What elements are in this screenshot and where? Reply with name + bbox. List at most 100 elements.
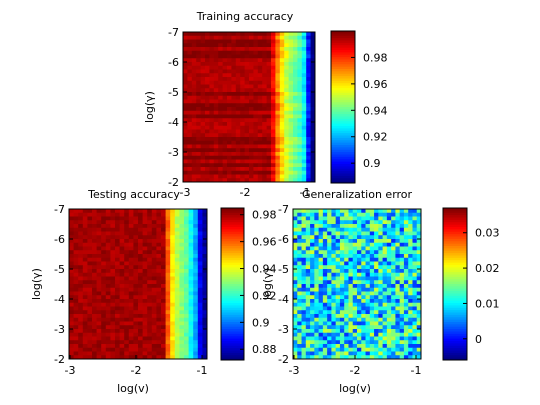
- heatmap-cell: [124, 250, 130, 255]
- heatmap-cell: [257, 155, 263, 160]
- heatmap-cell: [399, 216, 405, 221]
- heatmap-cell: [174, 254, 180, 259]
- heatmap-cell: [73, 317, 79, 322]
- heatmap-cell: [331, 257, 337, 262]
- heatmap-cell: [339, 239, 345, 244]
- heatmap-cell: [386, 310, 392, 315]
- heatmap-cell: [327, 265, 332, 270]
- heatmap-cell: [213, 62, 219, 67]
- heatmap-cell: [314, 257, 319, 262]
- heatmap-cell: [191, 118, 197, 123]
- heatmap-cell: [306, 170, 311, 175]
- heatmap-cell: [240, 80, 245, 85]
- heatmap-cell: [391, 216, 396, 221]
- heatmap-cell: [293, 242, 298, 247]
- heatmap-cell: [209, 137, 215, 142]
- heatmap-cell: [412, 336, 418, 341]
- heatmap-cell: [78, 254, 84, 259]
- heatmap-cell: [110, 265, 116, 270]
- heatmap-cell: [105, 287, 111, 292]
- heatmap-cell: [297, 155, 303, 160]
- heatmap-cell: [331, 336, 337, 341]
- heatmap-cell: [200, 54, 206, 59]
- heatmap-cells: [69, 209, 208, 360]
- colorbar-band: [221, 257, 244, 261]
- heatmap-cell: [179, 272, 185, 277]
- heatmap-cell: [174, 351, 180, 356]
- heatmap-cell: [257, 107, 263, 112]
- heatmap-cell: [119, 299, 125, 304]
- heatmap-cell: [209, 129, 215, 134]
- heatmap-cell: [92, 250, 97, 255]
- heatmap-cell: [115, 299, 120, 304]
- heatmap-cell: [301, 144, 307, 149]
- heatmap-cell: [165, 314, 171, 319]
- heatmap-cell: [416, 242, 422, 247]
- heatmap-cell: [227, 133, 232, 138]
- colorbar-band: [331, 149, 355, 153]
- heatmap-cell: [297, 302, 302, 307]
- heatmap-cell: [322, 284, 328, 289]
- heatmap-cell: [188, 280, 194, 285]
- heatmap-cell: [156, 291, 162, 296]
- heatmap-cell: [174, 235, 180, 240]
- heatmap-cell: [161, 220, 166, 225]
- heatmap-cell: [297, 140, 303, 145]
- heatmap-cell: [193, 265, 199, 270]
- heatmap-cell: [205, 174, 210, 179]
- heatmap-cell: [101, 254, 107, 259]
- heatmap-cell: [193, 332, 199, 337]
- heatmap-cell: [222, 137, 228, 142]
- heatmap-cell: [115, 340, 120, 345]
- colorbar-band: [443, 222, 467, 226]
- heatmap-cell: [275, 58, 281, 63]
- heatmap-cell: [305, 216, 311, 221]
- heatmap-cell: [218, 39, 223, 44]
- heatmap-cell: [297, 239, 302, 244]
- heatmap-cell: [115, 310, 120, 315]
- heatmap-cell: [257, 174, 263, 179]
- heatmap-cell: [293, 129, 298, 134]
- heatmap-cell: [213, 174, 219, 179]
- heatmap-cell: [78, 269, 84, 274]
- heatmap-cell: [395, 287, 401, 292]
- heatmap-cell: [361, 321, 366, 326]
- heatmap-cell: [213, 73, 219, 78]
- heatmap-cell: [165, 295, 171, 300]
- heatmap-cell: [87, 235, 93, 240]
- heatmap-cell: [352, 287, 358, 292]
- heatmap-cell: [128, 272, 134, 277]
- heatmap-cell: [133, 246, 139, 251]
- heatmap-cell: [310, 284, 315, 289]
- heatmap-cell: [335, 276, 341, 281]
- heatmap-cell: [416, 325, 422, 330]
- heatmap-cell: [73, 291, 79, 296]
- heatmap-cell: [105, 261, 111, 266]
- heatmap-cell: [200, 103, 206, 108]
- heatmap-cell: [293, 125, 298, 130]
- colorbar-band: [331, 164, 355, 167]
- heatmap-cell: [197, 302, 203, 307]
- heatmap-cell: [200, 39, 206, 44]
- heatmap-cell: [197, 336, 203, 341]
- heatmap-cell: [222, 155, 228, 160]
- heatmap-cell: [361, 317, 366, 322]
- heatmap-cell: [138, 287, 143, 292]
- heatmap-cell: [297, 110, 303, 115]
- heatmap-cell: [322, 306, 328, 311]
- heatmap-cell: [227, 58, 232, 63]
- heatmap-cell: [314, 299, 319, 304]
- heatmap-cell: [275, 43, 281, 48]
- heatmap-cell: [378, 291, 383, 296]
- heatmap-cell: [378, 235, 383, 240]
- heatmap-cell: [138, 344, 143, 349]
- heatmap-cell: [378, 284, 383, 289]
- heatmap-cell: [115, 242, 120, 247]
- heatmap-cell: [306, 99, 311, 104]
- heatmap-cell: [262, 92, 267, 97]
- heatmap-cell: [339, 347, 345, 352]
- heatmap-cell: [110, 280, 116, 285]
- colorbar-band: [221, 338, 244, 342]
- heatmap-cell: [161, 269, 166, 274]
- colorbar-band: [221, 284, 244, 287]
